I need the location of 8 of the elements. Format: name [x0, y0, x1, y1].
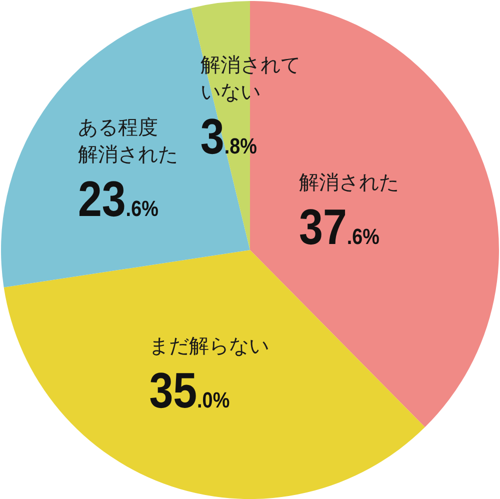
data-label: 37.6% — [299, 198, 380, 255]
data-label: 23.6% — [78, 171, 158, 227]
data-label: 35.0% — [149, 362, 230, 418]
slice-label: まだ解らない — [149, 333, 270, 358]
slice-label: 解消された — [299, 170, 400, 194]
slice-label: ある程度解消された — [78, 115, 178, 166]
pie-slice — [4, 250, 425, 499]
data-label: 3.8% — [200, 108, 257, 164]
